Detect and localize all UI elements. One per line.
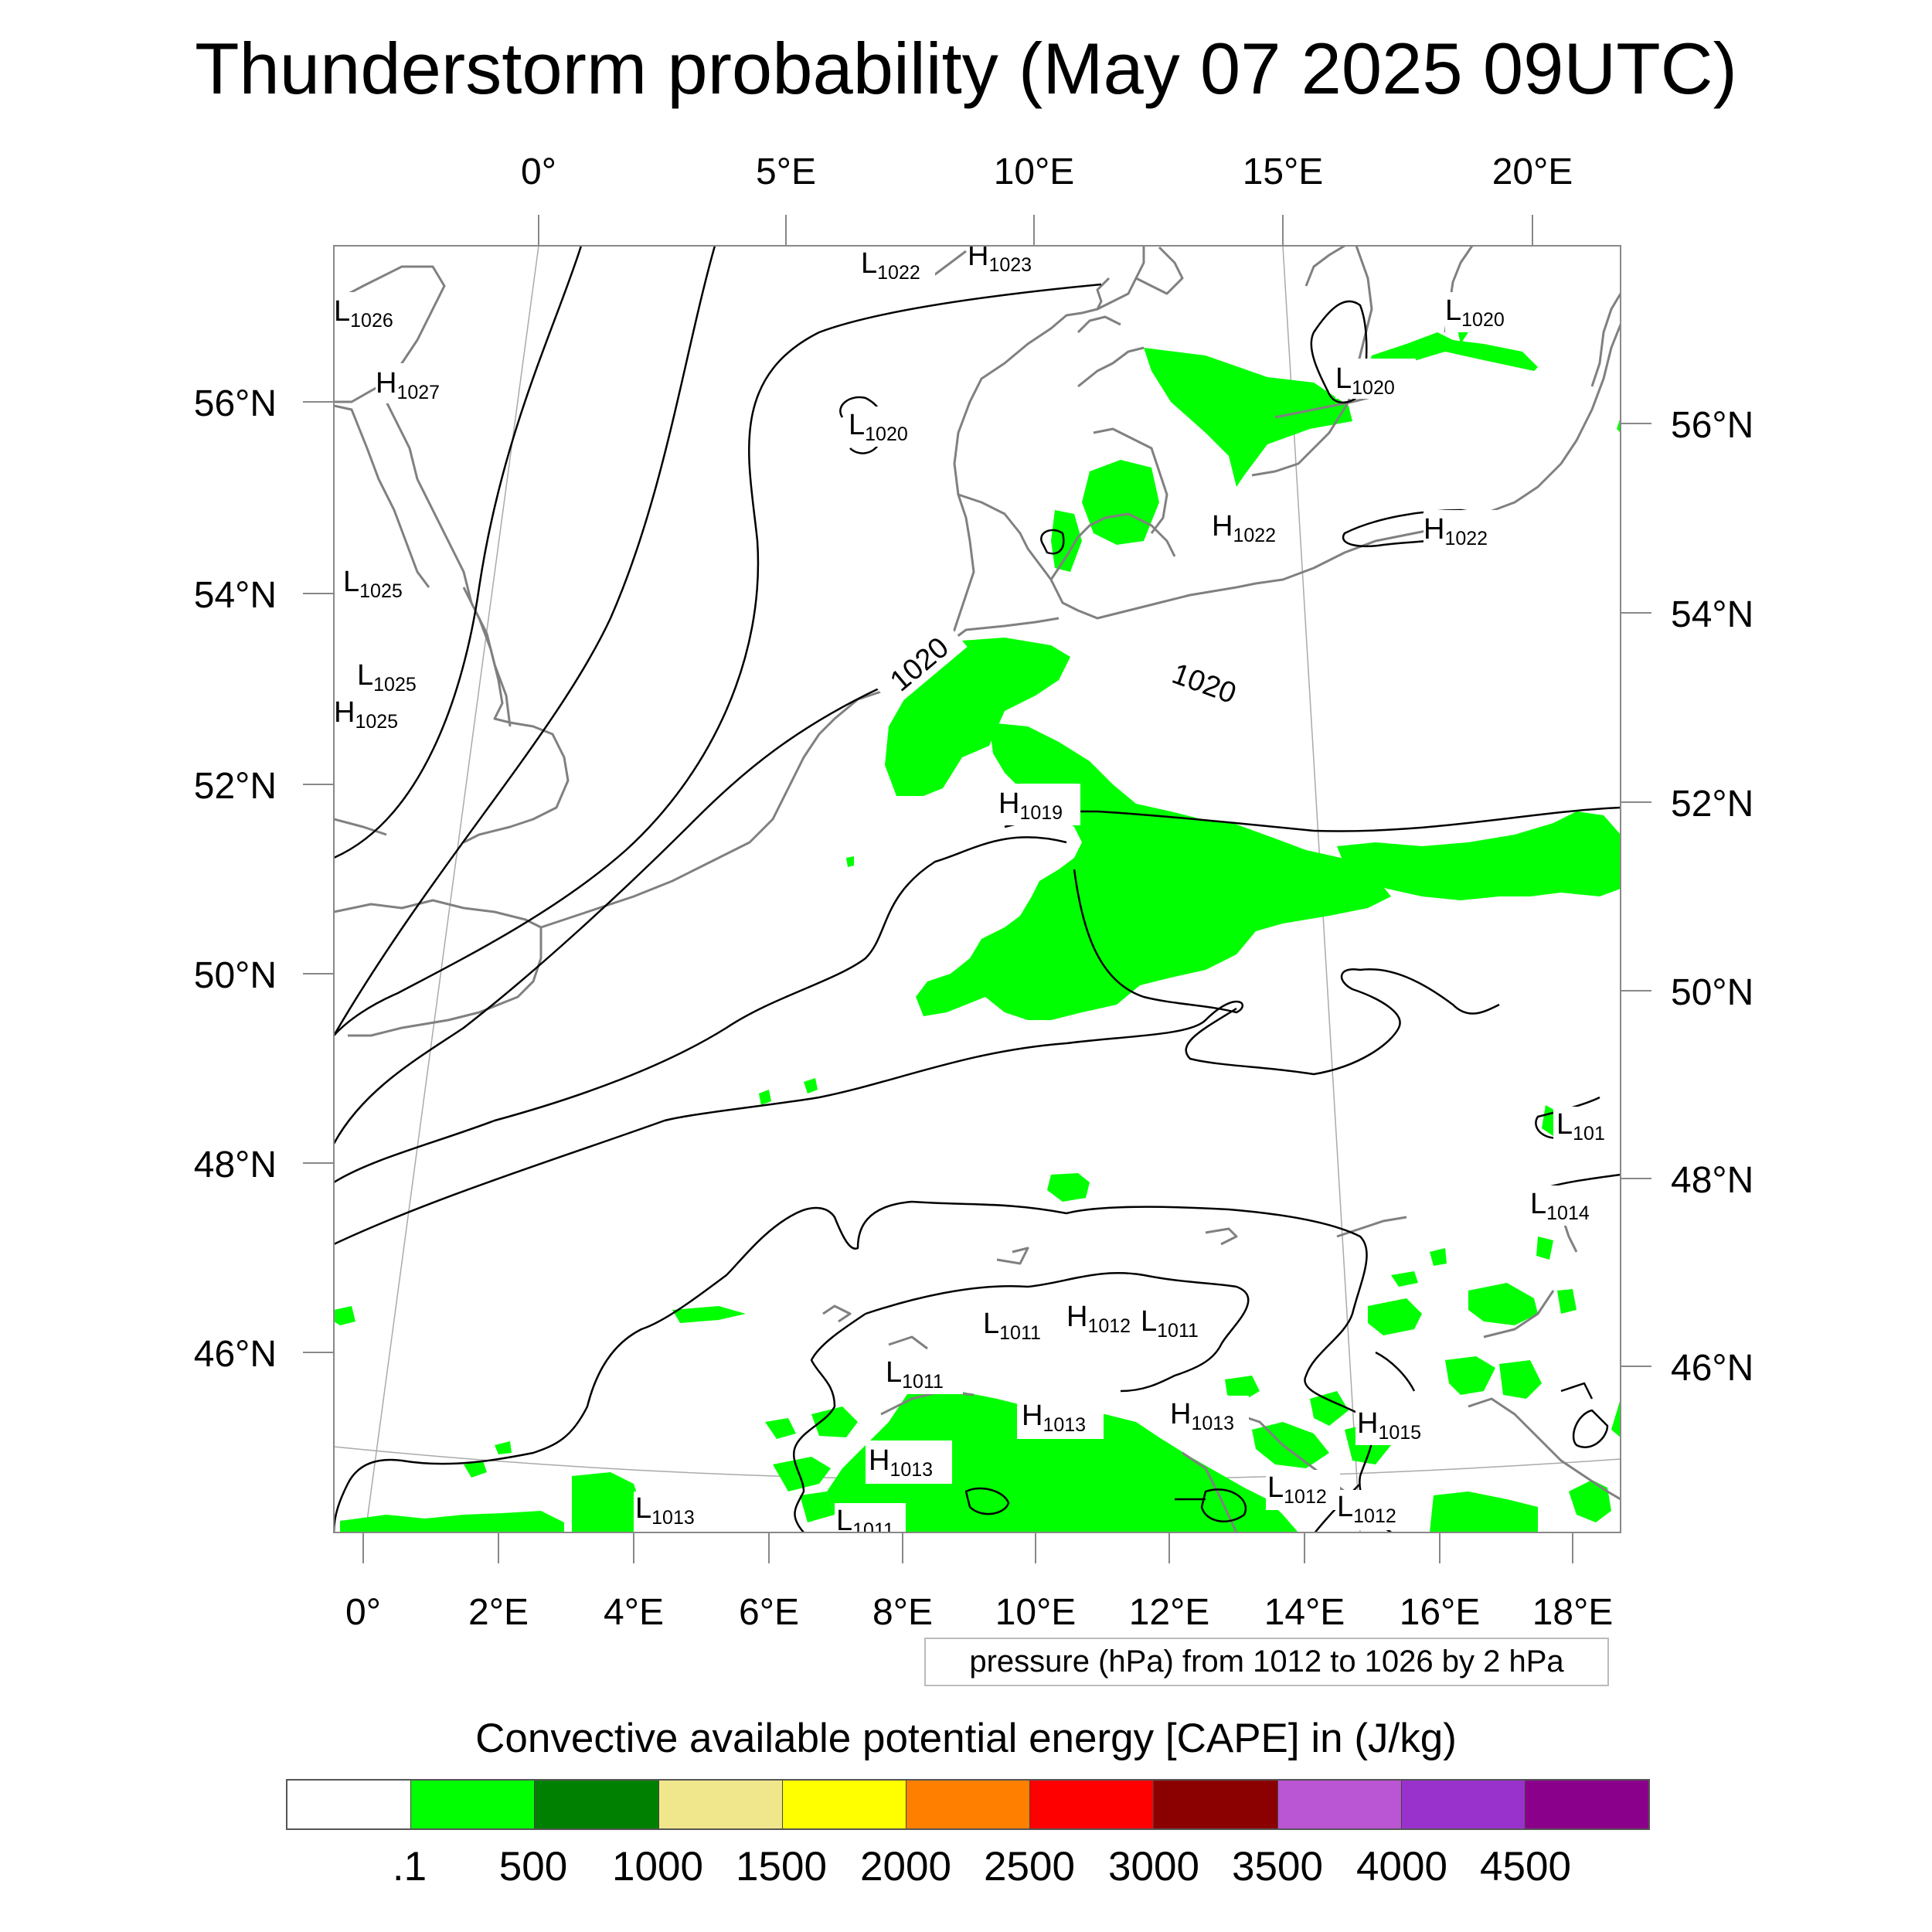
colorbar-box <box>535 1781 659 1828</box>
colorbar-label: 2500 <box>984 1844 1075 1889</box>
right-lat-label: 56°N <box>1671 405 1753 446</box>
cape-shading <box>334 298 1621 1532</box>
bottom-lon-label: 0° <box>345 1592 381 1633</box>
pressure-center: L1025 <box>343 566 403 602</box>
bottom-lon-label: 16°E <box>1400 1592 1481 1633</box>
top-lon-label: 0° <box>521 151 556 192</box>
bottom-lon-label: 4°E <box>604 1592 664 1633</box>
colorbar-box <box>1401 1781 1526 1828</box>
colorbar-title: Convective available potential energy [C… <box>475 1716 1457 1761</box>
left-lat-label: 52°N <box>194 766 277 807</box>
right-axis-labels: 56°N 54°N 52°N 50°N 48°N 46°N <box>1671 405 1753 1389</box>
pressure-center: H1019 <box>998 787 1063 824</box>
pressure-center: H1013 <box>1022 1400 1086 1436</box>
pressure-center: H1022 <box>1423 513 1488 549</box>
right-lat-label: 50°N <box>1671 972 1753 1013</box>
top-lon-label: 10°E <box>994 151 1075 192</box>
colorbar-box <box>1277 1781 1402 1828</box>
colorbar-box <box>782 1781 906 1828</box>
top-lon-label: 5°E <box>756 151 816 192</box>
bottom-lon-label: 18°E <box>1532 1592 1614 1633</box>
pressure-center: L1020 <box>1445 294 1505 331</box>
pressure-center: L1025 <box>357 659 417 696</box>
colorbar-box <box>1525 1781 1649 1828</box>
pressure-center: L1011 <box>886 1356 944 1393</box>
pressure-center: L1014 <box>1530 1188 1590 1224</box>
pressure-center: L1012 <box>1337 1491 1396 1527</box>
right-lat-label: 48°N <box>1671 1160 1753 1201</box>
pressure-center: H1025 <box>334 696 398 733</box>
pressure-center: L1026 <box>334 295 393 332</box>
bottom-lon-label: 2°E <box>468 1592 529 1633</box>
left-lat-label: 50°N <box>194 955 277 996</box>
map-frame <box>333 245 1621 1533</box>
right-lat-label: 46°N <box>1671 1348 1753 1389</box>
pressure-center: H1015 <box>1357 1407 1421 1444</box>
colorbar-label: 2000 <box>860 1844 951 1889</box>
left-lat-label: 56°N <box>194 383 277 424</box>
left-axis <box>303 401 334 1353</box>
colorbar-label: 4500 <box>1480 1844 1571 1889</box>
pressure-centers: L1022 H1023 L1026 H1027 L1020 L1020 L102… <box>334 240 1621 1541</box>
bottom-lon-label: 14°E <box>1264 1592 1345 1633</box>
bottom-lon-label: 12°E <box>1129 1592 1210 1633</box>
right-lat-label: 52°N <box>1671 784 1753 825</box>
colorbar-box <box>1030 1781 1155 1828</box>
left-lat-label: 54°N <box>194 575 277 616</box>
colorbar-box <box>658 1781 783 1828</box>
pressure-center: L1020 <box>1335 362 1395 399</box>
colorbar-box <box>1154 1781 1278 1828</box>
colorbar-label: 3500 <box>1232 1844 1323 1889</box>
pressure-center: H1027 <box>376 367 440 403</box>
top-axis-labels: 0° 5°E 10°E 15°E 20°E <box>521 151 1573 192</box>
pressure-center: L1012 <box>1267 1471 1327 1508</box>
top-lon-label: 15°E <box>1243 151 1324 192</box>
colorbar-label: 500 <box>498 1844 568 1889</box>
pressure-center: L1011 <box>1141 1305 1199 1342</box>
pressure-center: H1023 <box>968 240 1032 276</box>
colorbar-label: 1500 <box>736 1844 827 1889</box>
pressure-center: L1011 <box>836 1505 894 1541</box>
top-axis <box>538 215 1533 246</box>
pressure-center: H1013 <box>1170 1398 1234 1434</box>
pressure-center: L1011 <box>983 1308 1041 1344</box>
pressure-center: H1012 <box>1066 1301 1131 1337</box>
bottom-lon-label: 8°E <box>872 1592 933 1633</box>
right-lat-label: 54°N <box>1671 594 1753 635</box>
pressure-center: H1022 <box>1212 510 1276 546</box>
isobars <box>334 246 1621 1532</box>
left-lat-label: 46°N <box>194 1334 277 1375</box>
colorbar-box <box>411 1781 536 1828</box>
bottom-lon-label: 6°E <box>739 1592 799 1633</box>
right-axis <box>1621 423 1651 1367</box>
bottom-lon-label: 10°E <box>995 1592 1077 1633</box>
pressure-center: L1022 <box>861 247 920 284</box>
left-axis-labels: 56°N 54°N 52°N 50°N 48°N 46°N <box>194 383 277 1375</box>
top-lon-label: 20°E <box>1492 151 1573 192</box>
colorbar-label: 1000 <box>612 1844 703 1889</box>
bottom-axis-labels: 0° 2°E 4°E 6°E 8°E 10°E 12°E 14°E 16°E 1… <box>345 1592 1613 1633</box>
pressure-center: H1013 <box>869 1444 933 1481</box>
colorbar <box>286 1779 1650 1830</box>
pressure-center: L1013 <box>635 1492 695 1529</box>
left-lat-label: 48°N <box>194 1145 277 1185</box>
pressure-center: L101 <box>1556 1108 1605 1145</box>
colorbar-label: 3000 <box>1108 1844 1199 1889</box>
pressure-note: pressure (hPa) from 1012 to 1026 by 2 hP… <box>924 1638 1609 1686</box>
colorbar-label: .1 <box>392 1844 427 1889</box>
colorbar-box <box>906 1781 1031 1828</box>
bottom-axis <box>362 1532 1573 1563</box>
colorbar-box <box>287 1781 412 1828</box>
chart-title: Thunderstorm probability (May 07 2025 09… <box>195 28 1737 109</box>
colorbar-label: 4000 <box>1356 1844 1447 1889</box>
pressure-center: L1020 <box>849 409 908 445</box>
